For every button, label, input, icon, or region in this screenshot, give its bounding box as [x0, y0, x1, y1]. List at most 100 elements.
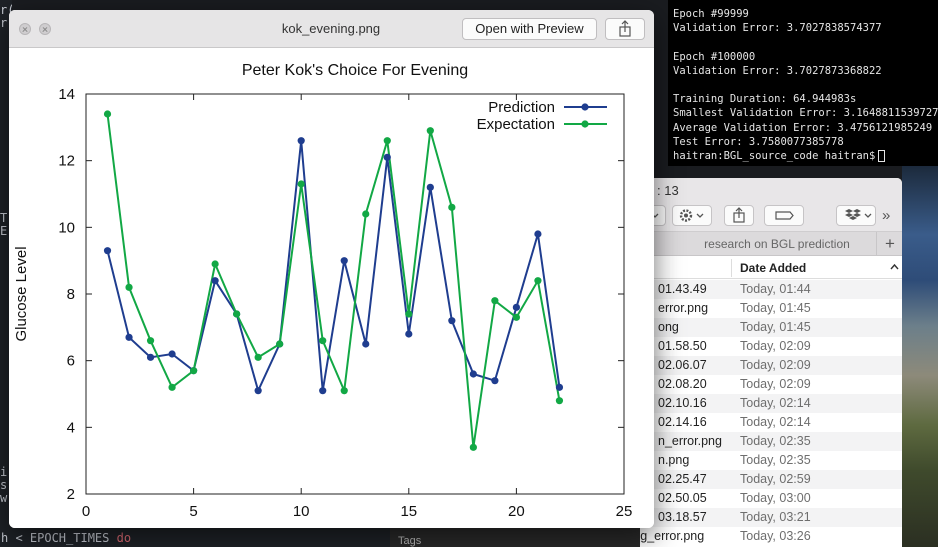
terminal-window[interactable]: Epoch #99999 Validation Error: 3.70278385… — [668, 0, 938, 166]
file-row[interactable]: ong Today, 01:45 — [640, 318, 902, 337]
file-date-added: Today, 02:59 — [740, 472, 811, 486]
data-point-expectation — [405, 310, 413, 318]
data-point-prediction — [319, 387, 327, 395]
file-date-added: Today, 03:21 — [740, 510, 811, 524]
data-point-prediction — [555, 383, 564, 391]
file-row[interactable]: n.png Today, 02:35 — [640, 451, 902, 470]
file-row[interactable]: error.png Today, 01:45 — [640, 299, 902, 318]
terminal-line: Validation Error: 3.7027838574377 — [673, 22, 882, 35]
data-point-expectation — [168, 383, 176, 391]
file-date-added: Today, 01:44 — [740, 282, 811, 296]
preview-image: Peter Kok's Choice For Evening 0 5 10 15 20 25… — [9, 48, 654, 528]
code-token: EPOCH_TIMES — [29, 531, 110, 545]
legend-marker — [581, 103, 589, 111]
file-row[interactable]: 02.08.20 Today, 02:09 — [640, 375, 902, 394]
data-point-prediction — [512, 303, 520, 311]
code-line: E — [0, 224, 8, 238]
data-point-expectation — [211, 260, 219, 268]
data-point-expectation — [426, 127, 434, 135]
terminal-line: Test Error: 3.7580077385778 — [673, 135, 844, 148]
y-tick-label: 2 — [67, 486, 75, 503]
file-row[interactable]: 01.43.49 Today, 01:44 — [640, 280, 902, 299]
terminal-line: Validation Error: 3.7027873368822 — [673, 64, 882, 77]
minimize-icon[interactable] — [39, 23, 51, 35]
y-tick-label: 14 — [58, 86, 75, 103]
code-line: w — [0, 491, 8, 505]
data-point-prediction — [254, 387, 262, 395]
data-point-expectation — [297, 180, 305, 188]
data-point-expectation — [362, 210, 370, 218]
column-date-added[interactable]: Date Added — [740, 261, 807, 275]
data-point-expectation — [103, 110, 112, 118]
data-point-prediction — [469, 370, 477, 378]
finder-file-list: 01.43.49 Today, 01:44 error.png Today, 01:4… — [640, 280, 902, 546]
file-row[interactable]: 02.10.16 Today, 02:14 — [640, 394, 902, 413]
file-row[interactable]: n_error.png Today, 02:35 — [640, 432, 902, 451]
share-icon — [733, 207, 745, 223]
data-point-expectation — [276, 340, 284, 348]
data-point-expectation — [512, 313, 520, 321]
code-keyword: do — [109, 531, 132, 545]
finder-tags-section: Tags — [390, 528, 640, 547]
finder-column-header: Date Added — [640, 257, 902, 279]
file-row[interactable]: 03.18.57 Today, 03:21 — [640, 508, 902, 527]
code-line: i — [0, 465, 8, 479]
edit-tags-button[interactable] — [764, 205, 804, 226]
y-tick-label: 8 — [67, 286, 75, 303]
close-icon[interactable] — [19, 23, 31, 35]
data-point-expectation — [555, 397, 564, 405]
data-point-prediction — [448, 317, 456, 325]
file-row[interactable]: 02.06.07 Today, 02:09 — [640, 356, 902, 375]
file-name: error.png — [658, 301, 709, 315]
finder-tab-bar: research on BGL prediction + — [640, 232, 902, 256]
terminal-line: Average Validation Error: 3.475612198524… — [673, 121, 933, 134]
open-with-preview-button[interactable]: Open with Preview — [462, 18, 597, 40]
file-date-added: Today, 02:35 — [740, 453, 811, 467]
data-point-prediction — [125, 333, 133, 341]
terminal-prompt: haitran:BGL_source_code haitran$ — [673, 149, 876, 162]
data-point-prediction — [168, 350, 176, 358]
data-point-prediction — [211, 277, 219, 285]
data-point-expectation — [491, 297, 499, 305]
terminal-line: Training Duration: 64.944983s — [673, 93, 857, 106]
terminal-prompt-line[interactable]: haitran:BGL_source_code haitran$ — [673, 149, 938, 163]
file-date-added: Today, 02:35 — [740, 434, 811, 448]
data-point-expectation — [383, 137, 391, 145]
series-line-expectation — [106, 113, 561, 448]
file-row[interactable]: 02.14.16 Today, 02:14 — [640, 413, 902, 432]
preview-share-button[interactable] — [605, 18, 645, 40]
file-date-added: Today, 02:09 — [740, 358, 811, 372]
add-tab-button[interactable]: + — [885, 234, 895, 253]
column-separator — [731, 259, 732, 277]
file-name: kok_evening_error.png — [640, 529, 705, 543]
file-row[interactable]: 01.58.50 Today, 02:09 — [640, 337, 902, 356]
plot-frame — [85, 93, 625, 495]
finder-share-button[interactable] — [724, 205, 754, 226]
dropbox-button[interactable] — [836, 205, 876, 226]
finder-window[interactable]: : 13 » — [640, 178, 902, 547]
preview-window[interactable]: kok_evening.png Open with Preview Peter … — [9, 10, 654, 528]
file-date-added: Today, 01:45 — [740, 320, 811, 334]
action-button[interactable] — [672, 205, 712, 226]
toolbar-overflow-button[interactable]: » — [882, 207, 891, 224]
tag-icon — [775, 211, 794, 220]
tab-research[interactable]: research on BGL prediction — [640, 232, 877, 256]
data-point-expectation — [233, 310, 241, 318]
terminal-line — [673, 78, 938, 92]
file-name: 02.14.16 — [658, 415, 707, 429]
file-row[interactable]: 02.50.05 Today, 03:00 — [640, 489, 902, 508]
terminal-line — [673, 35, 938, 49]
code-token: h < — [1, 531, 30, 545]
file-row[interactable]: kok_evening_error.png Today, 03:26 — [640, 527, 902, 546]
file-name: 02.06.07 — [658, 358, 707, 372]
glucose-line-chart: Peter Kok's Choice For Evening 0 5 10 15 20 25… — [13, 62, 632, 520]
code-line: T — [0, 211, 8, 225]
file-name: 02.50.05 — [658, 491, 707, 505]
code-line: r — [0, 16, 8, 30]
data-point-expectation — [340, 387, 348, 395]
x-tick-label: 20 — [508, 503, 525, 520]
data-point-expectation — [146, 337, 155, 345]
file-row[interactable]: 02.25.47 Today, 02:59 — [640, 470, 902, 489]
file-date-added: Today, 03:00 — [740, 491, 811, 505]
window-title: kok_evening.png — [281, 21, 381, 36]
